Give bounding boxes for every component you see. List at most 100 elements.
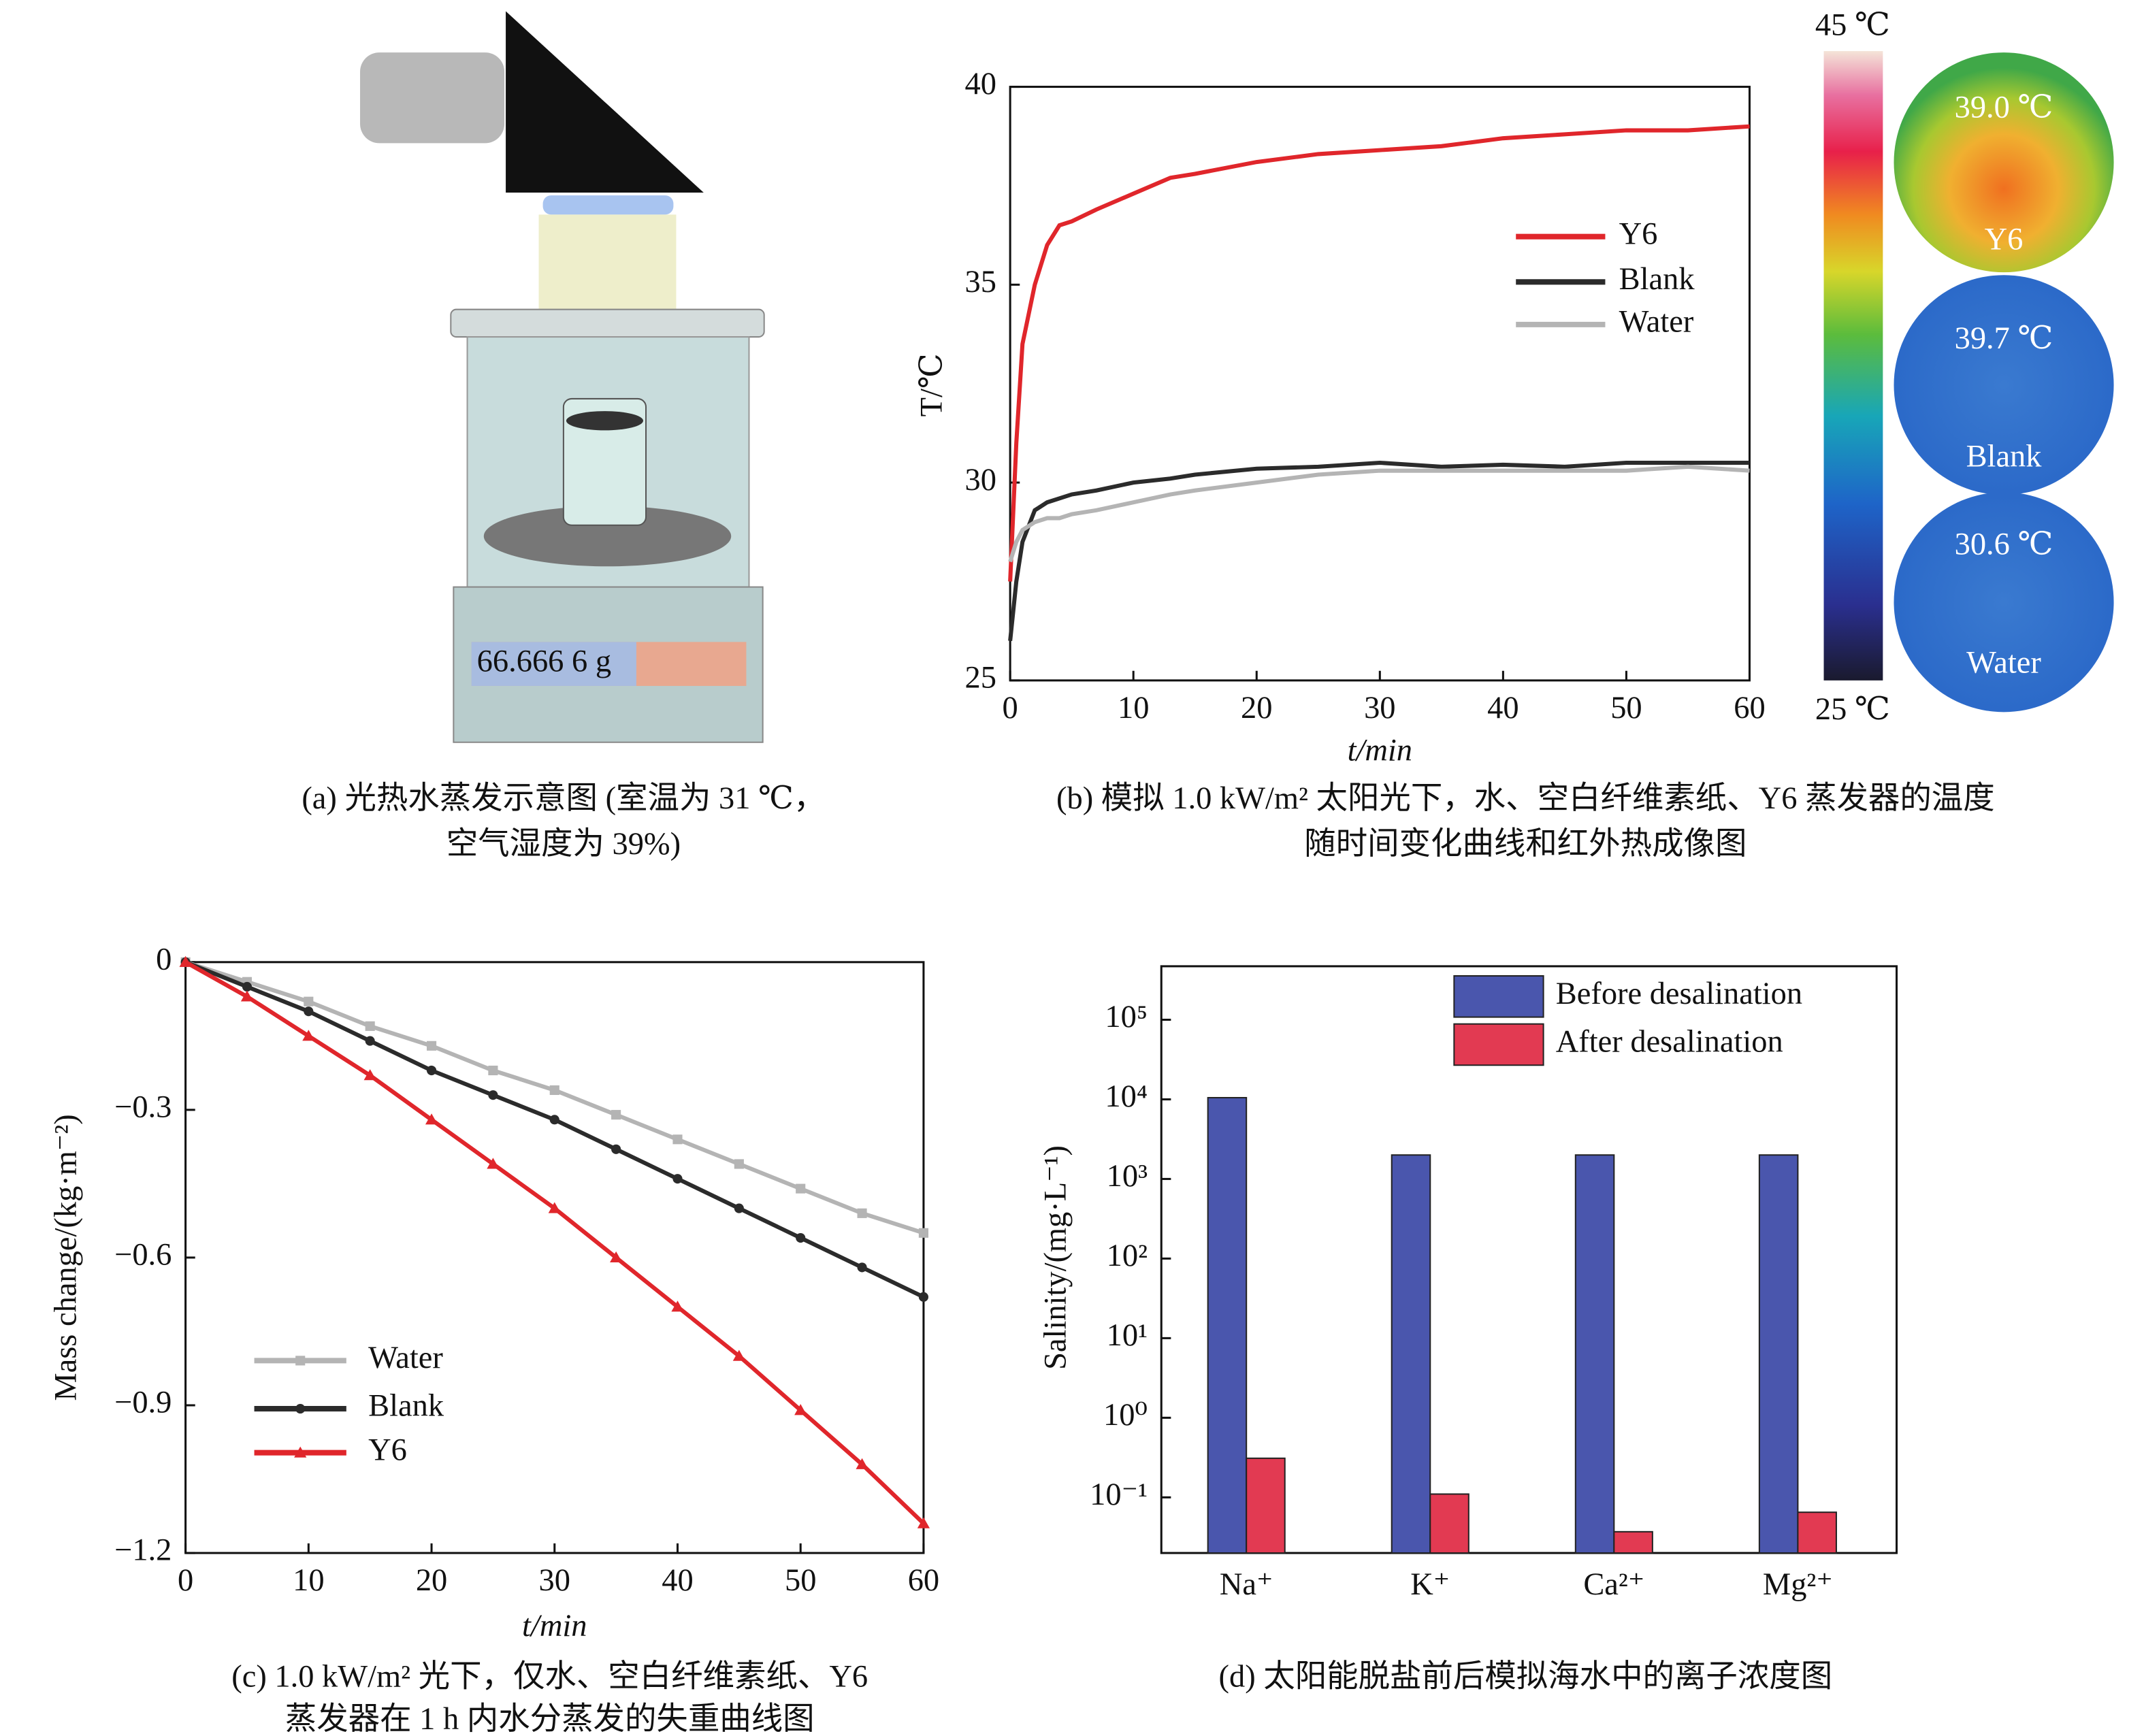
- thermal-temp: 30.6 ℃: [1955, 527, 2053, 562]
- x-tick-label: 60: [908, 1563, 939, 1598]
- x-tick-label: Na⁺: [1220, 1567, 1273, 1602]
- balance-pan: [483, 506, 732, 567]
- marker: [304, 1006, 314, 1017]
- y-tick-label: 10⁵: [1105, 1000, 1148, 1034]
- thermal-label: Water: [1966, 645, 2041, 680]
- line: [1008, 124, 1750, 582]
- display-reading: 66.666 6 g: [477, 644, 611, 678]
- caption: (d) 太阳能脱盐前后模拟海水中的离子浓度图: [1219, 1660, 1833, 1694]
- thermal-label: Blank: [1966, 439, 2043, 474]
- caption: (b) 模拟 1.0 kW/m² 太阳光下，水、空白纤维素纸、Y6 蒸发器的温度: [1056, 781, 1995, 816]
- x-tick-label: 0: [178, 1563, 193, 1598]
- y-tick-label: 0: [156, 942, 172, 977]
- marker: [796, 1232, 806, 1243]
- marker: [487, 1158, 500, 1169]
- y-tick-label: 40: [965, 67, 996, 101]
- thermal-label: Y6: [1985, 222, 2024, 257]
- thermal-image: [1894, 492, 2114, 713]
- balance-top: [450, 308, 765, 338]
- thermal-image: [1894, 52, 2114, 273]
- x-tick-label: 40: [1487, 691, 1518, 725]
- marker: [363, 1069, 376, 1081]
- bar: [1246, 1457, 1286, 1554]
- bar: [1429, 1493, 1469, 1554]
- marker: [179, 955, 192, 967]
- marker: [549, 1085, 559, 1096]
- x-tick-label: Ca²⁺: [1583, 1567, 1644, 1602]
- bar: [1797, 1511, 1837, 1554]
- marker: [425, 1113, 438, 1125]
- marker: [732, 1349, 745, 1361]
- lamp-body: [360, 52, 505, 144]
- y-tick-label: −0.3: [114, 1090, 172, 1125]
- legend-label: Before desalination: [1556, 977, 1802, 1011]
- line: [1008, 464, 1750, 563]
- x-tick-label: 50: [785, 1563, 816, 1598]
- marker: [548, 1202, 561, 1213]
- caption: (a) 光热水蒸发示意图 (室温为 31 ℃，: [302, 781, 825, 816]
- caption: 蒸发器在 1 h 内水分蒸发的失重曲线图: [285, 1702, 815, 1736]
- x-tick-label: 10: [1118, 691, 1149, 725]
- bar: [1391, 1154, 1431, 1554]
- marker: [426, 1065, 437, 1076]
- y-tick-label: 35: [965, 265, 996, 299]
- lamp-lens: [542, 195, 674, 215]
- marker: [488, 1065, 498, 1076]
- x-tick-label: Mg²⁺: [1763, 1567, 1833, 1602]
- x-tick-label: 40: [662, 1563, 693, 1598]
- y-tick-label: −0.9: [114, 1386, 172, 1420]
- x-tick-label: 20: [416, 1563, 447, 1598]
- beaker-water: [566, 411, 643, 431]
- thermal-temp: 39.7 ℃: [1955, 321, 2053, 356]
- line: [184, 960, 925, 1299]
- caption: (c) 1.0 kW/m² 光下，仅水、空白纤维素纸、Y6: [231, 1660, 868, 1694]
- marker: [295, 1356, 306, 1366]
- beaker: [562, 397, 647, 526]
- plot-frame: [184, 961, 925, 1554]
- legend-label: Water: [1619, 305, 1694, 340]
- marker: [611, 1110, 621, 1120]
- x-tick-label: 30: [1364, 691, 1395, 725]
- y-tick-label: 10⁰: [1103, 1398, 1148, 1432]
- y-axis-label: Salinity/(mg·L⁻¹): [1038, 1145, 1073, 1370]
- plot-frame: [1009, 86, 1751, 682]
- display-highlight: [471, 642, 636, 686]
- colorbar-label: 25 ℃: [1815, 692, 1890, 727]
- caption: 随时间变化曲线和红外热成像图: [1304, 826, 1747, 862]
- x-tick-label: 60: [1734, 691, 1765, 725]
- marker: [918, 1292, 928, 1302]
- legend-label: After desalination: [1556, 1025, 1783, 1060]
- y-tick-label: 25: [965, 661, 996, 695]
- bar: [1574, 1154, 1615, 1554]
- y-tick-label: 10¹: [1107, 1318, 1148, 1353]
- legend-label: Y6: [368, 1432, 407, 1467]
- bar: [1613, 1530, 1653, 1554]
- marker: [302, 1030, 315, 1041]
- bar: [1207, 1096, 1248, 1554]
- legend-swatch: [1453, 975, 1544, 1018]
- x-axis-label: t/min: [522, 1609, 587, 1643]
- x-tick-label: 50: [1610, 691, 1642, 725]
- marker: [304, 996, 314, 1006]
- y-axis-label: Mass change/(kg·m⁻²): [49, 1114, 84, 1401]
- y-tick-label: 10⁴: [1105, 1079, 1148, 1114]
- plot-frame: [1160, 965, 1898, 1554]
- line: [1008, 460, 1750, 642]
- marker: [734, 1203, 744, 1213]
- marker: [857, 1208, 867, 1218]
- y-tick-label: −1.2: [114, 1533, 172, 1568]
- thermal-image: [1894, 275, 2114, 495]
- y-tick-label: 10⁻¹: [1090, 1477, 1148, 1512]
- marker: [734, 1159, 744, 1169]
- bar: [1758, 1154, 1799, 1554]
- y-tick-label: 30: [965, 463, 996, 497]
- marker: [242, 981, 253, 992]
- marker: [488, 1090, 498, 1100]
- schematic: 66.666 6 g (a) 光热水蒸发示意图 (室温为 31 ℃， 空气湿度为…: [302, 11, 825, 862]
- x-tick-label: 20: [1241, 691, 1272, 725]
- x-tick-label: 0: [1003, 691, 1018, 725]
- marker: [917, 1517, 930, 1528]
- marker: [365, 1021, 375, 1031]
- marker: [672, 1174, 683, 1184]
